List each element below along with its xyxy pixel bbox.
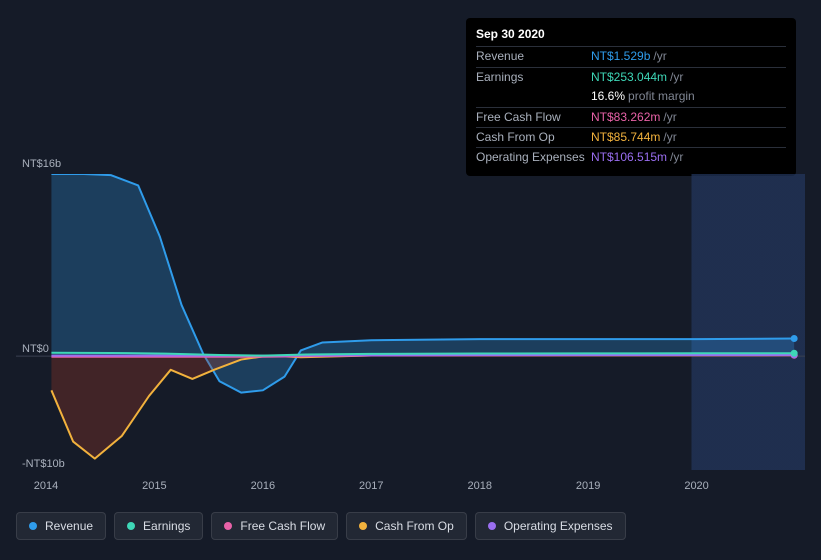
tooltip-date: Sep 30 2020	[476, 26, 786, 43]
tooltip-value: NT$83.262m/yr	[591, 109, 677, 126]
tooltip-row: Free Cash FlowNT$83.262m/yr	[476, 107, 786, 127]
tooltip-label	[476, 88, 591, 105]
y-axis-label: NT$16b	[22, 158, 61, 170]
legend-item-operating_expenses[interactable]: Operating Expenses	[475, 512, 626, 540]
legend-dot-icon	[488, 522, 496, 530]
legend-dot-icon	[359, 522, 367, 530]
series-line-operating_expenses	[51, 355, 794, 356]
tooltip-row: EarningsNT$253.044m/yr	[476, 67, 786, 87]
legend-item-cash_from_op[interactable]: Cash From Op	[346, 512, 467, 540]
x-tick: 2019	[576, 480, 600, 492]
tooltip-value: NT$106.515m/yr	[591, 149, 683, 166]
legend-item-free_cash_flow[interactable]: Free Cash Flow	[211, 512, 338, 540]
x-tick: 2020	[684, 480, 708, 492]
legend-item-earnings[interactable]: Earnings	[114, 512, 203, 540]
tooltip-label: Revenue	[476, 48, 591, 65]
chart-plot-area[interactable]	[16, 174, 805, 470]
legend: Revenue Earnings Free Cash Flow Cash From O…	[16, 512, 626, 540]
x-tick: 2016	[251, 480, 275, 492]
legend-label: Earnings	[143, 519, 190, 533]
tooltip-label: Free Cash Flow	[476, 109, 591, 126]
hover-tooltip: Sep 30 2020 RevenueNT$1.529b/yrEarningsN…	[466, 18, 796, 176]
x-tick: 2017	[359, 480, 383, 492]
tooltip-row: Operating ExpensesNT$106.515m/yr	[476, 147, 786, 167]
chart-svg	[16, 174, 805, 470]
tooltip-label: Cash From Op	[476, 129, 591, 146]
tooltip-value: NT$85.744m/yr	[591, 129, 677, 146]
legend-label: Revenue	[45, 519, 93, 533]
tooltip-value: NT$1.529b/yr	[591, 48, 667, 65]
tooltip-row: Cash From OpNT$85.744m/yr	[476, 127, 786, 147]
series-marker-earnings	[791, 350, 798, 357]
tooltip-label: Earnings	[476, 69, 591, 86]
x-tick: 2018	[467, 480, 491, 492]
legend-label: Free Cash Flow	[240, 519, 325, 533]
legend-label: Operating Expenses	[504, 519, 613, 533]
tooltip-value: 16.6%profit margin	[591, 88, 695, 105]
legend-dot-icon	[224, 522, 232, 530]
tooltip-row: 16.6%profit margin	[476, 87, 786, 106]
legend-item-revenue[interactable]: Revenue	[16, 512, 106, 540]
legend-dot-icon	[127, 522, 135, 530]
tooltip-value: NT$253.044m/yr	[591, 69, 683, 86]
legend-dot-icon	[29, 522, 37, 530]
series-area-cash_from_op	[51, 355, 794, 458]
tooltip-label: Operating Expenses	[476, 149, 591, 166]
tooltip-row: RevenueNT$1.529b/yr	[476, 46, 786, 66]
x-axis: 2014 2015 2016 2017 2018 2019 2020	[16, 480, 805, 494]
x-tick: 2015	[142, 480, 166, 492]
x-tick: 2014	[34, 480, 58, 492]
legend-label: Cash From Op	[375, 519, 454, 533]
series-marker-revenue	[791, 335, 798, 342]
